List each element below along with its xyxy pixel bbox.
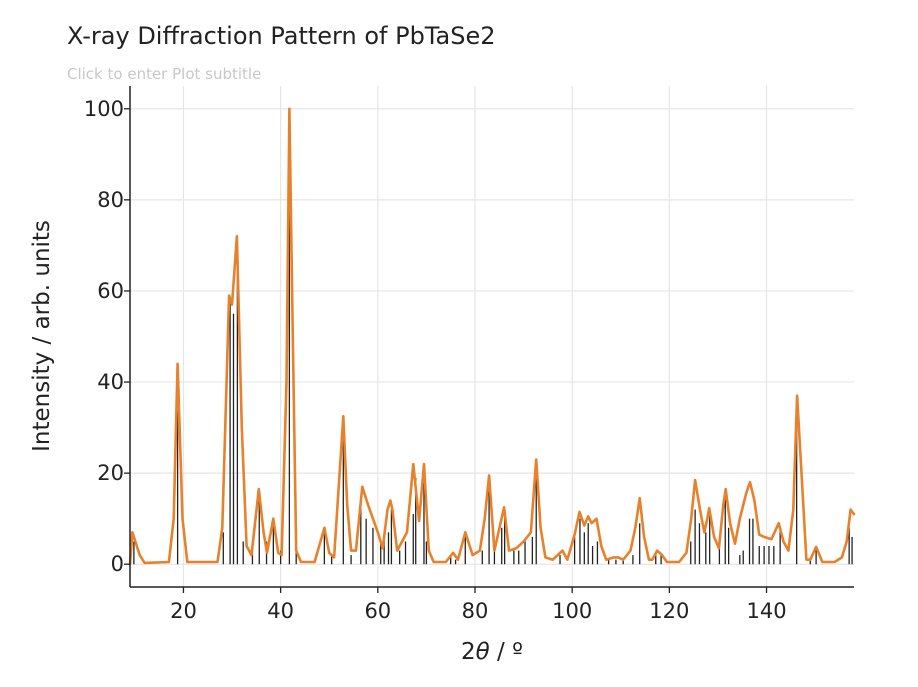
x-tick-label: 80 [462, 599, 489, 623]
x-axis-title-main: 2 [461, 639, 476, 665]
y-tick-label: 40 [97, 370, 124, 394]
x-tick-label: 140 [746, 599, 786, 623]
measured-pattern-line [128, 107, 856, 566]
x-axis-ticks: 20 40 60 80 100 120 140 [170, 587, 787, 623]
y-axis-title: Intensity / arb. units [29, 220, 55, 452]
x-tick-label: 40 [267, 599, 294, 623]
x-gridlines [182, 86, 768, 587]
x-tick-label: 20 [170, 599, 197, 623]
y-tick-label: 20 [97, 461, 124, 485]
y-tick-label: 60 [97, 279, 124, 303]
y-axis-ticks: 0 20 40 60 80 100 [84, 97, 130, 576]
x-axis-title-theta: θ [476, 639, 490, 665]
chart-title: X-ray Diffraction Pattern of PbTaSe2 [67, 22, 496, 50]
x-axis-title-unit: / º [490, 639, 523, 665]
y-gridlines [130, 108, 854, 565]
axes [129, 86, 854, 588]
chart-subtitle-placeholder[interactable]: Click to enter Plot subtitle [67, 65, 262, 83]
y-tick-label: 80 [97, 188, 124, 212]
x-tick-label: 100 [552, 599, 592, 623]
x-tick-label: 60 [364, 599, 391, 623]
y-tick-label: 0 [111, 552, 124, 576]
x-axis-title: 2θ / º [461, 639, 523, 665]
y-tick-label: 100 [84, 97, 124, 121]
x-tick-label: 120 [649, 599, 689, 623]
